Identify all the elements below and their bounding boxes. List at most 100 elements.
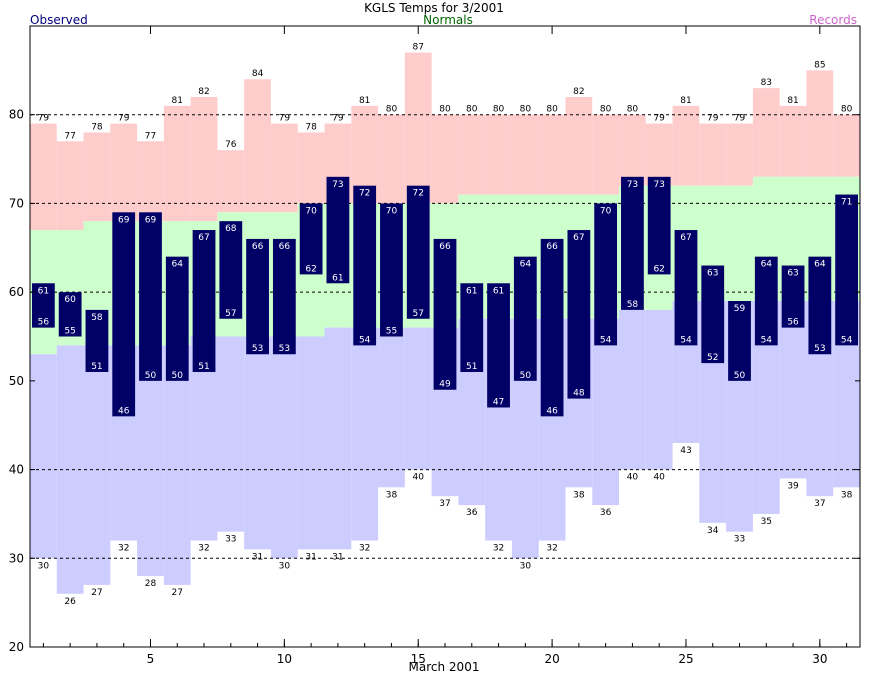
observed-high-label: 70 [386, 206, 398, 216]
record-high-band [217, 150, 245, 213]
observed-bar [540, 238, 564, 417]
record-low-band [592, 318, 620, 506]
observed-bar [728, 301, 751, 381]
record-high-band [378, 114, 405, 204]
x-tick-label: 25 [678, 652, 693, 666]
record-low-label: 43 [680, 446, 691, 456]
observed-bar [460, 283, 484, 372]
record-low-band [779, 301, 807, 479]
x-tick-label: 20 [544, 652, 559, 666]
observed-low-label: 51 [91, 362, 102, 372]
record-high-label: 79 [118, 114, 130, 124]
observed-bar [380, 203, 403, 337]
record-high-label: 79 [707, 114, 719, 124]
record-low-band [297, 336, 325, 550]
record-low-label: 36 [466, 508, 478, 518]
record-high-band [163, 105, 191, 222]
observed-bar [32, 283, 55, 328]
record-high-band [538, 114, 566, 195]
observed-low-label: 50 [172, 371, 184, 381]
record-low-label: 33 [225, 535, 236, 545]
record-low-label: 40 [653, 473, 665, 483]
observed-bar [513, 256, 537, 381]
record-low-band [217, 336, 245, 532]
record-high-band [672, 105, 700, 186]
record-high-label: 76 [225, 140, 237, 150]
record-low-label: 32 [359, 544, 370, 554]
observed-high-label: 73 [627, 180, 638, 190]
observed-high-label: 61 [38, 286, 49, 296]
record-high-band [110, 123, 138, 222]
observed-high-label: 71 [841, 198, 852, 208]
record-high-band [458, 114, 486, 195]
record-high-band [699, 123, 727, 186]
observed-low-label: 58 [627, 300, 639, 310]
record-low-band [270, 336, 298, 559]
observed-low-label: 51 [466, 362, 477, 372]
record-low-band [83, 345, 111, 585]
record-low-label: 26 [64, 597, 76, 607]
record-high-label: 87 [412, 43, 423, 53]
record-high-label: 80 [466, 105, 478, 115]
record-low-label: 38 [573, 490, 585, 500]
observed-bar [299, 203, 323, 275]
observed-bar [112, 212, 136, 417]
x-tick-label: 10 [277, 652, 292, 666]
observed-bar [487, 283, 510, 408]
observed-high-label: 68 [225, 224, 237, 234]
y-tick-label: 40 [9, 463, 24, 477]
observed-high-label: 67 [198, 233, 209, 243]
y-tick-label: 80 [9, 108, 24, 122]
record-high-label: 80 [546, 105, 558, 115]
record-low-label: 38 [841, 490, 853, 500]
observed-bar [647, 176, 671, 275]
legend-normals: Normals [423, 13, 473, 27]
record-high-label: 78 [305, 122, 317, 132]
observed-bar [192, 230, 216, 372]
record-low-band [619, 309, 646, 470]
record-high-label: 81 [787, 96, 798, 106]
record-low-label: 39 [787, 481, 799, 491]
observed-high-label: 66 [252, 242, 264, 252]
observed-low-label: 52 [707, 353, 718, 363]
record-high-band [619, 114, 646, 186]
observed-high-label: 64 [520, 260, 532, 270]
record-low-band [645, 309, 673, 470]
record-high-band [431, 114, 459, 204]
observed-bar [594, 203, 618, 346]
record-high-label: 82 [198, 87, 209, 97]
observed-high-label: 66 [546, 242, 558, 252]
observed-low-label: 55 [64, 327, 75, 337]
observed-bar [835, 194, 858, 346]
record-low-label: 28 [145, 579, 157, 589]
record-high-label: 80 [439, 105, 451, 115]
record-high-band [511, 114, 539, 195]
observed-high-label: 72 [412, 189, 423, 199]
record-high-label: 81 [680, 96, 691, 106]
record-low-band [137, 345, 164, 577]
record-high-label: 85 [814, 60, 825, 70]
record-high-label: 80 [493, 105, 505, 115]
record-low-label: 40 [412, 473, 424, 483]
observed-low-label: 57 [225, 309, 236, 319]
x-tick-label: 5 [147, 652, 155, 666]
record-low-label: 30 [520, 561, 532, 571]
observed-low-label: 53 [279, 344, 290, 354]
y-tick-label: 30 [9, 551, 24, 565]
record-low-label: 34 [707, 526, 719, 536]
record-low-band [324, 327, 352, 550]
observed-bar [433, 238, 457, 390]
observed-high-label: 60 [64, 295, 76, 305]
record-high-band [645, 123, 673, 186]
record-high-label: 80 [627, 105, 639, 115]
record-high-label: 79 [332, 114, 344, 124]
record-low-band [30, 354, 57, 559]
observed-high-label: 67 [680, 233, 691, 243]
record-low-label: 37 [439, 499, 450, 509]
observed-low-label: 56 [38, 318, 50, 328]
observed-bar [85, 309, 109, 372]
record-high-band [592, 114, 620, 195]
observed-low-label: 55 [386, 327, 397, 337]
record-high-band [833, 114, 860, 177]
